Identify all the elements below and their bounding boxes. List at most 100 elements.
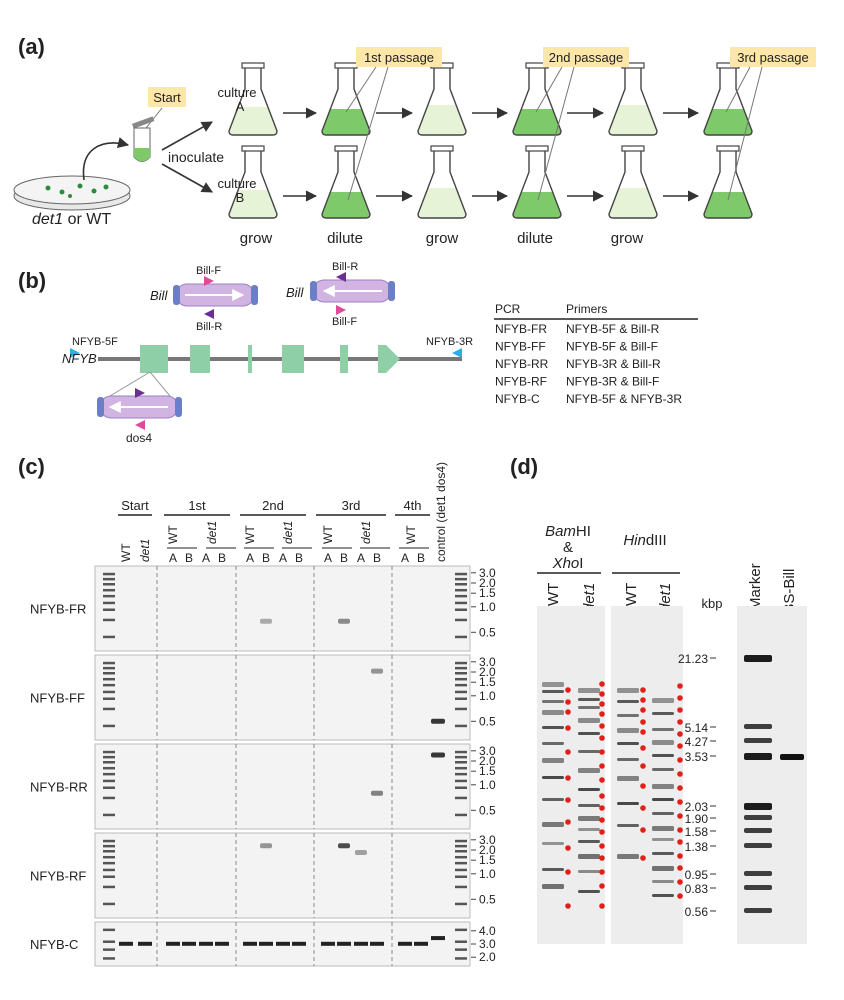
blot-band-1-8	[578, 804, 600, 807]
gel-band-3	[431, 718, 445, 724]
gel-4-ladder-1-0	[455, 928, 467, 932]
culture-a-line2: A	[236, 99, 245, 114]
gel-3-ladder-0-4	[103, 861, 115, 865]
marker-band-7	[744, 843, 772, 848]
gel-3-ladder-1-2	[455, 850, 467, 853]
enzyme-xhoi-italic: Xho	[552, 555, 580, 572]
panel-b-label: (b)	[18, 268, 46, 293]
insertion-dot-1-6	[599, 749, 605, 755]
group-label-2: 2nd	[262, 498, 284, 513]
marker-band-4	[744, 803, 772, 810]
gel-3-ladder-1-8	[455, 902, 467, 906]
insertion-dot-3-2	[677, 707, 683, 713]
bill-r-label-left: Bill-R	[196, 321, 222, 333]
flask-b-3-glass	[417, 149, 467, 219]
marker-band-2	[744, 738, 772, 743]
size-label-1: 5.14	[685, 721, 709, 735]
gel-0-ladder-0-2	[103, 583, 115, 586]
blot-band-0-7	[542, 776, 564, 779]
dos4-element	[97, 395, 182, 419]
flask-a-3	[417, 62, 467, 136]
blot-hindiii-membrane	[611, 606, 683, 944]
nfyb-3r-label: NFYB-3R	[426, 336, 473, 348]
blot-band-1-0	[578, 688, 600, 693]
gel-1-ladder-0-5	[103, 690, 115, 694]
insertion-dot-3-6	[677, 757, 683, 763]
blot-band-2-4	[617, 742, 639, 745]
insertion-dot-2-3	[640, 719, 646, 725]
lane-ab-3: B	[218, 551, 226, 565]
size-label-6: 1.58	[685, 825, 709, 839]
gel-1-size-0: 3.0	[479, 655, 496, 669]
gel-label-4: NFYB-C	[30, 937, 78, 952]
gel-2-ladder-1-1	[455, 755, 467, 759]
insertion-dot-1-5	[599, 735, 605, 741]
insertion-dot-1-0	[599, 681, 605, 687]
flask-b-2-liquid	[322, 192, 370, 218]
gel-4-size-2: 2.0	[479, 950, 496, 964]
gel-band-6	[260, 843, 272, 849]
table-header-primers: Primers	[566, 302, 607, 316]
gel-band-0	[260, 618, 272, 624]
gel-2-size-4: 0.5	[479, 803, 496, 817]
gel-0-size-4: 0.5	[479, 625, 496, 639]
lane-ab-6: A	[279, 551, 287, 565]
flask-a-4-liquid	[513, 109, 561, 135]
transfer-arrow	[82, 137, 130, 181]
gel-2-ladder-1-4	[455, 772, 467, 776]
lane-start-det1: det1	[138, 539, 152, 562]
primer-table: NFYB-FR NFYB-5F & Bill-R NFYB-FF NFYB-5F & …	[495, 322, 682, 406]
step-dilute-1: dilute	[327, 230, 363, 247]
blot-band-3-13	[652, 880, 674, 883]
insertion-dot-3-12	[677, 839, 683, 845]
blot-band-3-12	[652, 866, 674, 871]
flask-a-6	[703, 62, 753, 136]
flask-b-5-glass	[608, 149, 658, 219]
bill-f-label-left: Bill-F	[196, 265, 221, 277]
insertion-dot-3-7	[677, 771, 683, 777]
blot-band-0-11	[542, 868, 564, 871]
flask-a-5-liquid	[609, 105, 657, 135]
lane-ab-2: A	[202, 551, 210, 565]
panel-b: (b) Bill Bill-F Bill-R Bill Bill-R Bill-…	[18, 261, 698, 445]
blot-band-3-4	[652, 754, 674, 757]
gel-2-ladder-1-6	[455, 786, 467, 789]
table-pcr-2: NFYB-RR	[495, 357, 549, 371]
insertion-dot-3-9	[677, 799, 683, 805]
gel-3-ladder-1-7	[455, 885, 467, 889]
gel-3	[94, 832, 471, 919]
gel-c-band-11	[337, 941, 351, 946]
gel-4-ladder-0-1	[103, 940, 115, 943]
subgroup-wt-1: WT	[243, 525, 257, 544]
gel-0-size-0: 3.0	[479, 566, 496, 580]
size-label-2: 4.27	[685, 735, 709, 749]
insertion-dot-0-2	[565, 709, 571, 715]
enzyme-amp: &	[563, 539, 573, 556]
gel-2-size-0: 3.0	[479, 744, 496, 758]
blot-band-3-0	[652, 698, 674, 703]
lane-ab-5: B	[262, 551, 270, 565]
insertion-dot-0-8	[565, 845, 571, 851]
blot-band-2-6	[617, 776, 639, 781]
gel-4-ladder-0-3	[103, 957, 115, 960]
size-label-0: 21.23	[678, 652, 708, 666]
insertion-dot-1-17	[599, 903, 605, 909]
gel-2-ladder-1-7	[455, 796, 467, 800]
blot-band-3-9	[652, 826, 674, 831]
enzyme-xhoi-roman: I	[579, 555, 583, 572]
blot-band-0-0	[542, 682, 564, 687]
marker-band-6	[744, 828, 772, 833]
dos4-label: dos4	[126, 431, 152, 445]
flask-a-5-glass	[608, 66, 658, 136]
insertion-dot-2-0	[640, 687, 646, 693]
gel-1-ladder-0-7	[103, 707, 115, 711]
flask-a-2-rim	[334, 62, 358, 69]
gel-4-ladder-0-0	[103, 928, 115, 932]
gel-c-band-2	[166, 941, 180, 946]
gel-0-ladder-1-7	[455, 618, 467, 622]
size-label-3: 3.53	[685, 750, 709, 764]
gel-0	[94, 565, 471, 652]
gel-2-size-2: 1.5	[479, 764, 496, 778]
gel-3-ladder-1-5	[455, 868, 467, 872]
flask-b-6-rim	[716, 145, 740, 152]
